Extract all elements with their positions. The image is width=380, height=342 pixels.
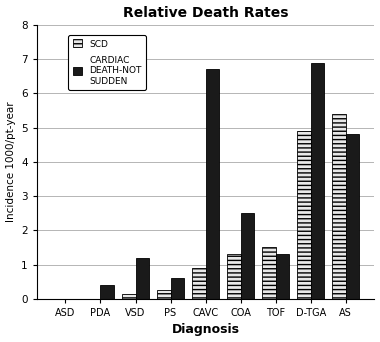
Bar xyxy=(136,258,149,299)
Bar xyxy=(157,290,171,299)
Bar xyxy=(227,254,241,299)
Bar xyxy=(100,285,114,299)
Bar xyxy=(311,63,324,299)
Bar xyxy=(206,69,219,299)
Bar xyxy=(192,268,206,299)
Bar xyxy=(241,213,254,299)
Legend: SCD, CARDIAC
DEATH-NOT
SUDDEN: SCD, CARDIAC DEATH-NOT SUDDEN xyxy=(68,35,146,90)
Bar xyxy=(298,131,311,299)
Bar xyxy=(332,114,346,299)
Bar xyxy=(346,134,359,299)
Y-axis label: Incidence 1000/pt-year: Incidence 1000/pt-year xyxy=(6,102,16,222)
Title: Relative Death Rates: Relative Death Rates xyxy=(123,5,288,19)
X-axis label: Diagnosis: Diagnosis xyxy=(172,324,240,337)
Bar xyxy=(262,248,276,299)
Bar xyxy=(171,278,184,299)
Bar xyxy=(122,294,136,299)
Bar xyxy=(276,254,289,299)
